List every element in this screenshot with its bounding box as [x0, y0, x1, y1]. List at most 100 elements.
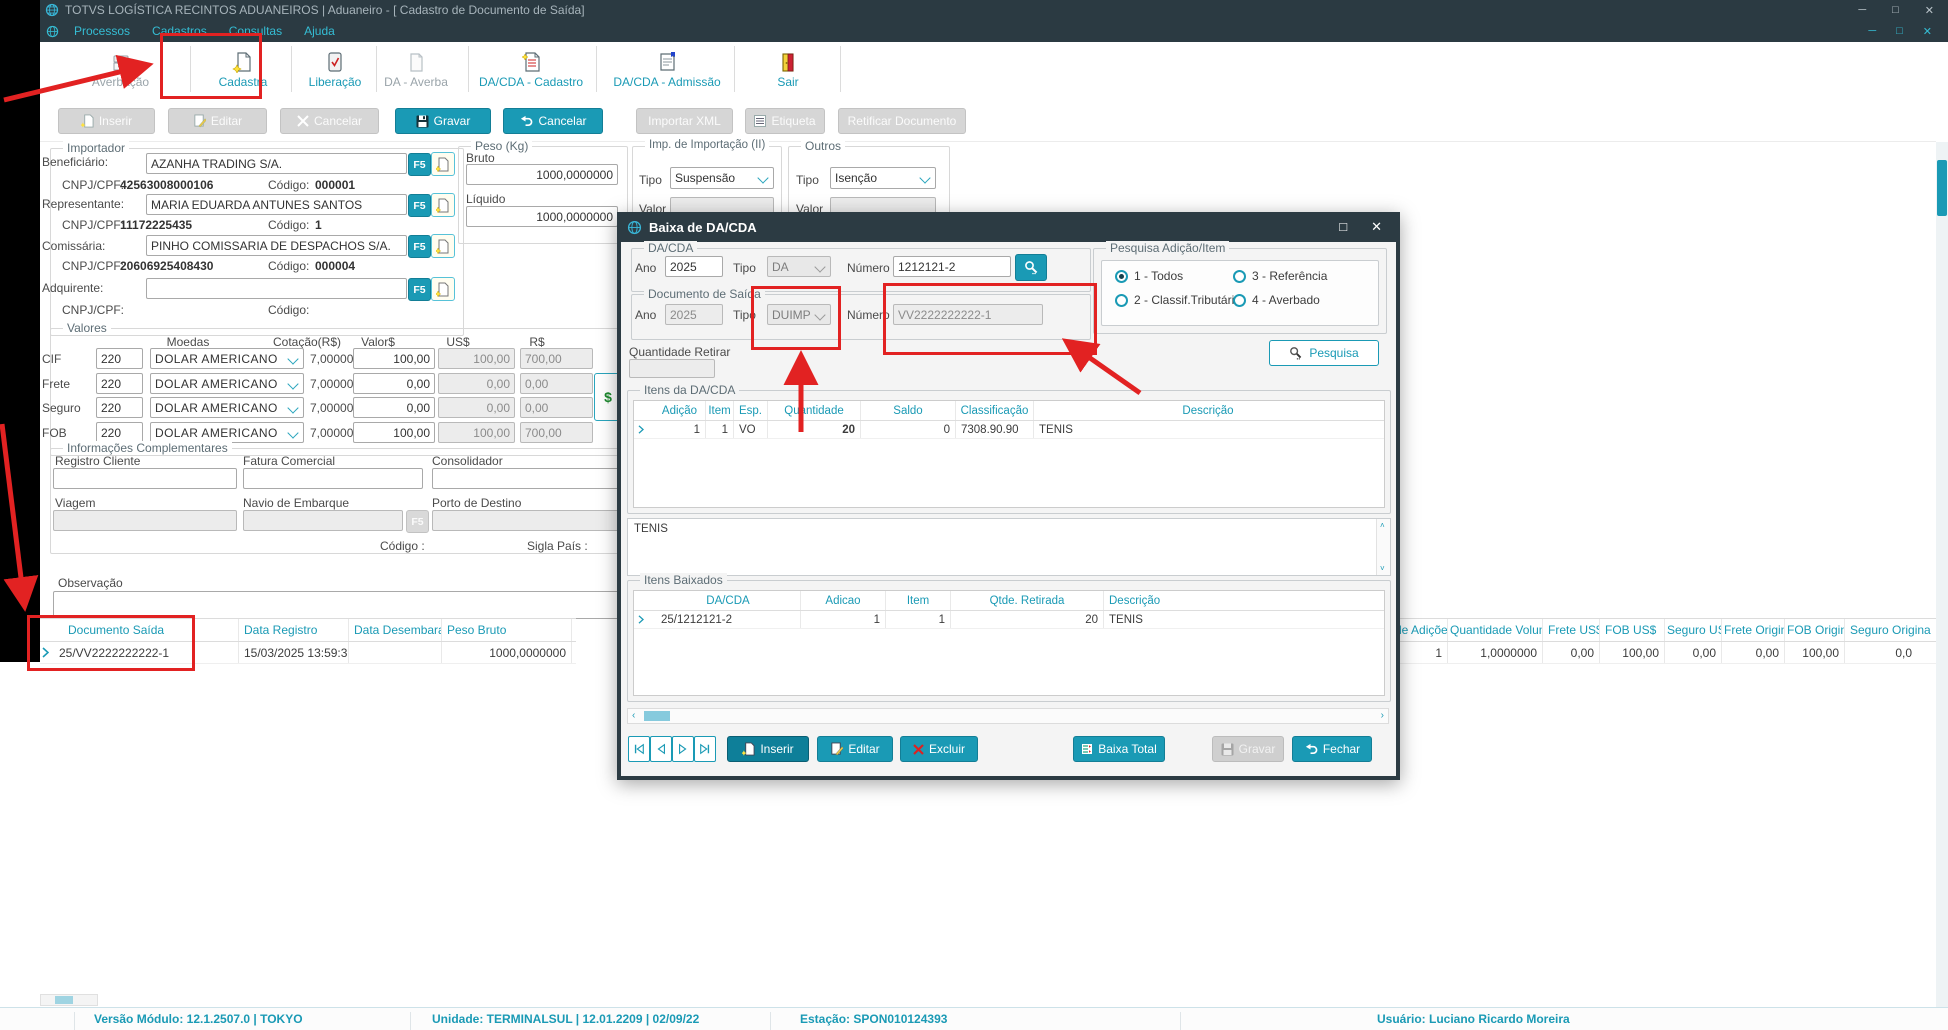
peso-liquido-input[interactable] — [466, 206, 618, 227]
editar-button[interactable]: Editar — [168, 108, 267, 134]
frete-moeda-code[interactable] — [96, 373, 143, 394]
col-saldo[interactable]: Saldo — [861, 401, 956, 420]
col-seguro-original[interactable]: Seguro Origina — [1850, 623, 1931, 637]
col-adicao[interactable]: Adição — [654, 401, 706, 420]
docsaida-ano-input[interactable]: 2025 — [665, 304, 723, 325]
radio-todos[interactable]: 1 - Todos — [1115, 269, 1183, 283]
main-vscrollbar[interactable] — [1936, 142, 1948, 1007]
adquirente-new-icon-button[interactable] — [431, 277, 455, 301]
observacao-input[interactable] — [53, 591, 645, 619]
col-item[interactable]: Item — [706, 401, 734, 420]
scroll-right-icon[interactable]: › — [1380, 710, 1384, 721]
col-descricao[interactable]: Descrição — [1109, 594, 1161, 607]
frete-valor-input[interactable] — [353, 373, 435, 394]
col-classificacao[interactable]: Classificação — [956, 401, 1034, 420]
dialog-gravar-button[interactable]: Gravar — [1212, 736, 1284, 762]
nav-last-button[interactable] — [694, 736, 716, 762]
item-row[interactable]: 1 1 VO 20 0 7308.90.90 TENIS — [634, 421, 1384, 439]
registro-cliente-input[interactable] — [53, 468, 237, 489]
importar-xml-button[interactable]: Importar XML — [636, 108, 733, 134]
col-descricao[interactable]: Descrição — [1182, 404, 1234, 417]
dialog-hscrollbar[interactable]: ‹ › — [627, 708, 1389, 724]
col-peso-bruto[interactable]: Peso Bruto — [442, 619, 572, 641]
fatura-comercial-input[interactable] — [243, 468, 423, 489]
peso-bruto-input[interactable] — [466, 164, 618, 185]
toolbar-sair[interactable]: Sair — [748, 45, 828, 89]
toolbar-dacda-admissao[interactable]: DA/CDA - Admissão — [602, 45, 732, 89]
cif-moeda-code[interactable] — [96, 348, 143, 369]
toolbar-cadastra[interactable]: Cadastra — [198, 45, 288, 89]
beneficiario-f5-button[interactable]: F5 — [408, 153, 431, 176]
maximize-button[interactable]: □ — [1892, 3, 1899, 16]
menu-consultas[interactable]: Consultas — [228, 24, 283, 38]
navio-input[interactable] — [243, 510, 403, 531]
cancelar2-button[interactable]: Cancelar — [503, 108, 603, 134]
bottom-hscrollbar[interactable] — [40, 994, 98, 1006]
close-button[interactable]: ✕ — [1924, 4, 1934, 17]
documento-row-right[interactable]: 1 1,0000000 0,00 100,00 0,00 0,00 100,00… — [1390, 642, 1936, 664]
cif-valor-input[interactable] — [353, 348, 435, 369]
col-frete-usd[interactable]: Frete US$ — [1543, 619, 1600, 641]
col-quantidade[interactable]: Quantidade — [768, 401, 861, 420]
scroll-left-icon[interactable]: ‹ — [632, 710, 636, 721]
col-data-desembaraco[interactable]: Data Desembaraço — [349, 619, 442, 641]
main-vscrollbar-thumb[interactable] — [1937, 160, 1947, 216]
dialog-baixa-total-button[interactable]: Baixa Total — [1073, 736, 1165, 762]
cancelar-button[interactable]: Cancelar — [280, 108, 379, 134]
ii-tipo-select[interactable]: Suspensão — [670, 167, 774, 189]
menu-ajuda[interactable]: Ajuda — [304, 24, 335, 38]
radio-averbado[interactable]: 4 - Averbado — [1233, 293, 1320, 307]
mdi-restore-button[interactable]: □ — [1896, 24, 1903, 37]
representante-new-icon-button[interactable] — [431, 193, 455, 217]
col-de-adicoes[interactable]: de Adições — [1390, 619, 1448, 641]
consolidador-input[interactable] — [432, 468, 632, 489]
dacda-numero-input[interactable] — [893, 256, 1011, 277]
seguro-moeda-code[interactable] — [96, 397, 143, 418]
dacda-search-button[interactable] — [1015, 254, 1047, 281]
col-quantidade-volumes[interactable]: Quantidade Volumes — [1448, 619, 1543, 641]
outros-tipo-select[interactable]: Isenção — [830, 167, 936, 189]
dialog-fechar-button[interactable]: Fechar — [1292, 736, 1372, 762]
fob-valor-input[interactable] — [353, 422, 435, 443]
dialog-close-button[interactable]: ✕ — [1371, 219, 1382, 234]
descricao-textarea[interactable]: TENIS ˄ ˅ — [627, 518, 1391, 576]
docsaida-numero-input[interactable]: VV2222222222-1 — [893, 304, 1043, 325]
fob-moeda-select[interactable]: DOLAR AMERICANO — [150, 422, 304, 443]
col-fob-usd[interactable]: FOB US$ — [1600, 619, 1665, 641]
dialog-excluir-button[interactable]: Excluir — [900, 736, 978, 762]
toolbar-dacda-cadastro[interactable]: DA/CDA - Cadastro — [468, 45, 594, 89]
menu-cadastros[interactable]: Cadastros — [152, 24, 207, 38]
seguro-valor-input[interactable] — [353, 397, 435, 418]
porto-input[interactable] — [432, 510, 632, 531]
representante-input[interactable] — [146, 194, 407, 215]
frete-moeda-select[interactable]: DOLAR AMERICANO — [150, 373, 304, 394]
col-data-registro[interactable]: Data Registro — [239, 619, 349, 641]
docsaida-tipo-select[interactable]: DUIMP — [767, 304, 831, 325]
col-fob-original[interactable]: FOB Original — [1785, 619, 1845, 641]
gravar-button[interactable]: Gravar — [395, 108, 491, 134]
retificar-documento-button[interactable]: Retificar Documento — [838, 108, 966, 134]
minimize-button[interactable]: ─ — [1858, 3, 1867, 16]
toolbar-liberacao[interactable]: Liberação — [296, 45, 374, 89]
dacda-tipo-select[interactable]: DA — [767, 256, 831, 277]
dialog-editar-button[interactable]: Editar — [817, 736, 893, 762]
menu-processos[interactable]: Processos — [74, 24, 131, 38]
toolbar-averbacao[interactable]: Averbação — [58, 45, 183, 89]
mdi-close-button[interactable]: ✕ — [1922, 25, 1932, 38]
mdi-minimize-button[interactable]: ─ — [1868, 24, 1877, 37]
dacda-ano-input[interactable] — [665, 256, 723, 277]
col-frete-original[interactable]: Frete Original — [1722, 619, 1785, 641]
seguro-moeda-select[interactable]: DOLAR AMERICANO — [150, 397, 304, 418]
col-seguro-usd[interactable]: Seguro US$ — [1665, 619, 1722, 641]
col-esp[interactable]: Esp. — [734, 401, 768, 420]
comissaria-new-icon-button[interactable] — [431, 234, 455, 258]
nav-first-button[interactable] — [628, 736, 650, 762]
beneficiario-new-icon-button[interactable] — [431, 152, 455, 176]
etiqueta-button[interactable]: Etiqueta — [745, 108, 825, 134]
viagem-input[interactable] — [53, 510, 237, 531]
col-documento-saida[interactable]: Documento Saída — [54, 619, 239, 641]
inserir-button[interactable]: Inserir — [58, 108, 155, 134]
baixado-row[interactable]: 25/1212121-2 1 1 20 TENIS — [634, 611, 1384, 629]
documento-row[interactable]: 25/VV2222222222-1 15/03/2025 13:59:39 10… — [40, 642, 576, 664]
nav-next-button[interactable] — [672, 736, 694, 762]
